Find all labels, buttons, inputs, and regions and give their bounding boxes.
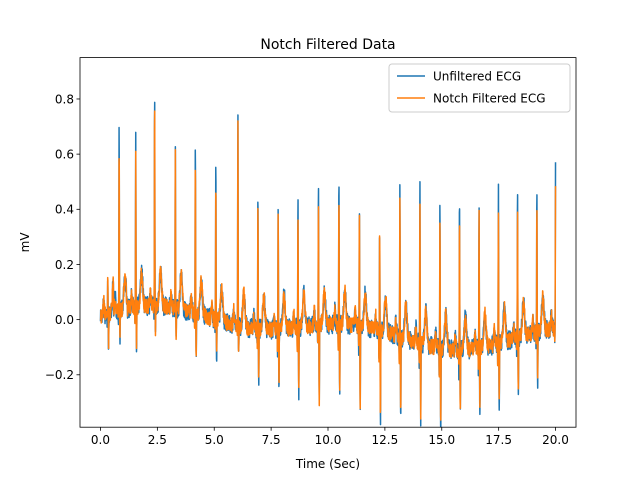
x-tick-label: 15.0 bbox=[428, 433, 455, 447]
y-axis: −0.2 0.0 0.2 0.4 0.6 0.8 bbox=[45, 92, 80, 382]
y-tick-label: 0.6 bbox=[55, 147, 74, 161]
series-line-notch-filtered bbox=[99, 110, 557, 421]
x-tick-label: 12.5 bbox=[372, 433, 399, 447]
series-layer bbox=[99, 101, 557, 428]
x-tick-label: 17.5 bbox=[485, 433, 512, 447]
x-tick-label: 5.0 bbox=[205, 433, 224, 447]
y-axis-label: mV bbox=[18, 232, 32, 253]
x-axis: 0.0 2.5 5.0 7.5 10.0 12.5 15.0 17.5 20.0 bbox=[91, 427, 569, 447]
y-tick-label: 0.2 bbox=[55, 258, 74, 272]
x-tick-label: 2.5 bbox=[148, 433, 167, 447]
x-tick-label: 10.0 bbox=[315, 433, 342, 447]
x-tick-label: 7.5 bbox=[262, 433, 281, 447]
y-tick-label: −0.2 bbox=[45, 368, 74, 382]
x-tick-label: 20.0 bbox=[542, 433, 569, 447]
y-tick-label: 0.4 bbox=[55, 203, 74, 217]
y-tick-label: 0.8 bbox=[55, 92, 74, 106]
y-tick-label: 0.0 bbox=[55, 313, 74, 327]
x-tick-label: 0.0 bbox=[91, 433, 110, 447]
legend-label-unfiltered: Unfiltered ECG bbox=[433, 70, 521, 84]
legend-label-notch-filtered: Notch Filtered ECG bbox=[433, 92, 546, 106]
legend: Unfiltered ECG Notch Filtered ECG bbox=[388, 63, 571, 113]
chart-title: Notch Filtered Data bbox=[260, 37, 395, 53]
x-axis-label: Time (Sec) bbox=[295, 457, 360, 471]
legend-box bbox=[388, 63, 571, 113]
